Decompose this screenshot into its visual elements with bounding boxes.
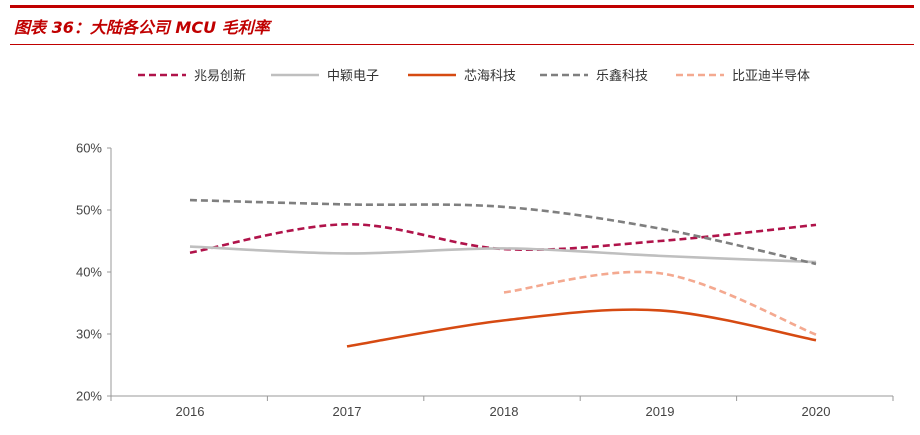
y-tick-label: 50% (76, 203, 102, 218)
y-tick-label: 30% (76, 327, 102, 342)
y-tick-label: 60% (76, 141, 102, 156)
x-tick-label: 2020 (802, 404, 831, 419)
figure-title: 图表 36：大陆各公司 MCU 毛利率 (14, 18, 270, 37)
y-tick-label: 40% (76, 265, 102, 280)
x-tick-label: 2018 (490, 404, 519, 419)
series-line-5 (503, 270, 817, 336)
x-tick-label: 2017 (333, 404, 362, 419)
title-top-rule (10, 5, 914, 8)
legend-label-3: 芯海科技 (464, 69, 516, 84)
legend-label-2: 中颖电子 (327, 69, 379, 84)
legend-label-1: 兆易创新 (194, 68, 246, 84)
legend-label-4: 乐鑫科技 (596, 68, 648, 84)
series-line-2 (189, 245, 817, 264)
x-tick-label: 2016 (176, 404, 205, 419)
legend-label-5: 比亚迪半导体 (732, 69, 810, 84)
y-tick-label: 20% (76, 389, 102, 404)
title-bottom-rule (10, 44, 914, 45)
x-tick-label: 2019 (646, 404, 675, 419)
series-line-4 (189, 198, 817, 266)
series-line-3 (346, 308, 817, 348)
